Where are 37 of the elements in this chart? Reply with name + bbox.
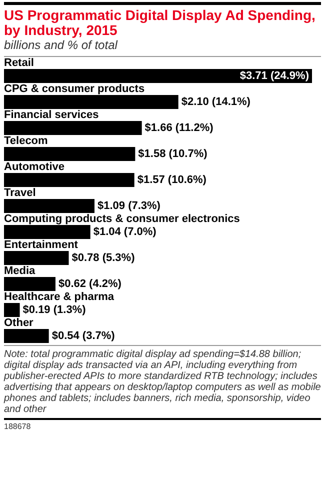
bar (4, 69, 312, 83)
y-tick-label: Entertainment (4, 239, 78, 251)
data-label: $0.78 (5.3%) (72, 252, 136, 264)
data-label: $1.09 (7.3%) (97, 200, 161, 212)
data-label: $0.19 (1.3%) (22, 304, 86, 316)
bar (4, 147, 136, 161)
data-label: $1.58 (10.7%) (138, 148, 208, 160)
bar (4, 251, 69, 265)
data-label: $2.10 (14.1%) (181, 96, 251, 108)
y-tick-label: Telecom (4, 135, 48, 147)
bar (4, 277, 56, 291)
y-tick-label: Travel (4, 187, 36, 199)
y-tick-label: Healthcare & pharma (4, 291, 115, 303)
y-tick-label: CPG & consumer products (4, 83, 145, 95)
bar (4, 121, 142, 135)
data-label: $0.54 (3.7%) (52, 330, 116, 342)
y-tick-label: Other (4, 317, 34, 329)
chart-title: US Programmatic Digital Display Ad Spending, by Industry, 2015 (4, 2, 321, 38)
bar (4, 173, 134, 187)
y-tick-label: Financial services (4, 109, 99, 121)
y-tick-label: Media (4, 265, 36, 277)
bar (4, 225, 90, 239)
bar (4, 95, 178, 109)
data-label: $1.57 (10.6%) (137, 174, 207, 186)
data-label: $0.62 (4.2%) (58, 278, 122, 290)
text: Note: total programmatic digital display ad spending=$14.88 billion; digital display ads transacted via an API, including everything from publisher-erected APIs to more standardized RTB technology; includes advertising that appears on desktop/laptop computers as well as mobile phones and tablets; includes banners, rich media, sponsorship, video and other (4, 345, 321, 415)
y-tick-label: Automotive (4, 161, 64, 173)
data-label: $3.71 (24.9%) (240, 70, 310, 82)
text: 188678 (4, 418, 321, 431)
bar (4, 303, 20, 317)
data-label: $1.66 (11.2%) (144, 122, 214, 134)
y-tick-label: Retail (4, 57, 34, 69)
y-tick-label: Computing products & consumer electronics (4, 213, 240, 225)
chart-subtitle: billions and % of total (4, 38, 321, 57)
bar (4, 329, 49, 343)
bar (4, 199, 94, 213)
data-label: $1.04 (7.0%) (93, 226, 157, 238)
